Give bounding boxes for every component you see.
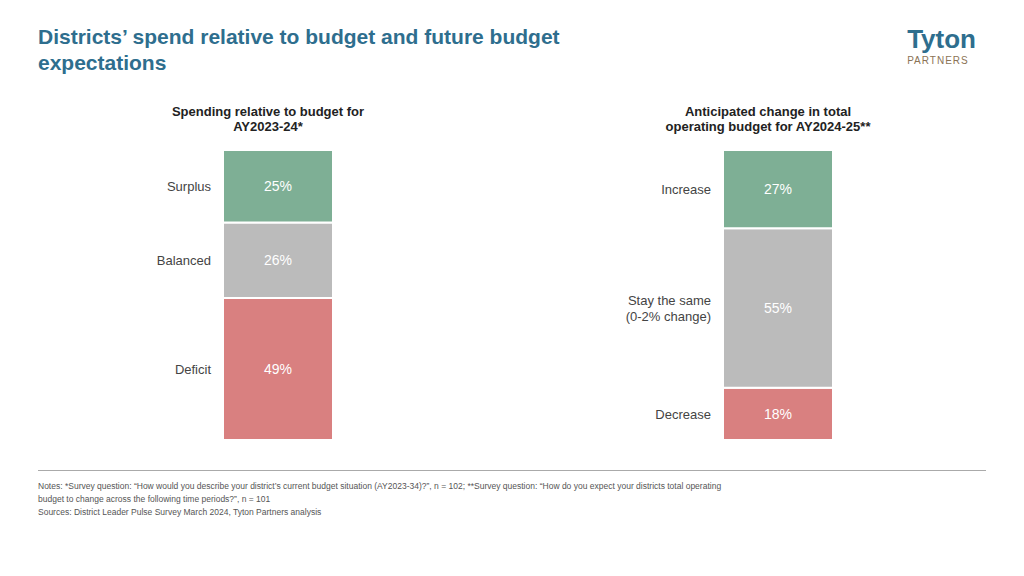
- html-text:Spending relative to budget fo: Spending relative to budget for AY2023-2…: [171, 104, 365, 134]
- html-text:Notes: *Survey question: “How: Notes: *Survey question: “How would you …: [38, 481, 722, 491]
- svg-text:Surplus: Surplus: [167, 179, 212, 194]
- svg-text:18%: 18%: [764, 406, 792, 422]
- html-text:Sources: District Leader Pulse: Sources: District Leader Pulse Survey Ma…: [38, 507, 322, 517]
- svg-text:25%: 25%: [264, 178, 292, 194]
- svg-text:Deficit: Deficit: [175, 361, 212, 376]
- svg-text:Stay the same(0-2% change): Stay the same(0-2% change): [626, 293, 711, 324]
- svg-text:27%: 27%: [764, 181, 792, 197]
- svg-text:49%: 49%: [264, 361, 292, 377]
- html-text:Districts’ spend relative to b: Districts’ spend relative to budget and …: [38, 25, 560, 74]
- svg-text:26%: 26%: [264, 252, 292, 268]
- svg-text:Balanced: Balanced: [157, 253, 211, 268]
- svg-text:Decrease: Decrease: [655, 406, 711, 421]
- svg-text:Increase: Increase: [661, 182, 711, 197]
- html-text:Tyton: Tyton: [907, 24, 976, 54]
- html-text:PARTNERS: PARTNERS: [907, 55, 969, 66]
- html-text:Anticipated change in total op: Anticipated change in total operating bu…: [665, 104, 871, 134]
- svg-text:55%: 55%: [764, 300, 792, 316]
- html-text:budget to change across the fo: budget to change across the following ti…: [38, 494, 271, 504]
